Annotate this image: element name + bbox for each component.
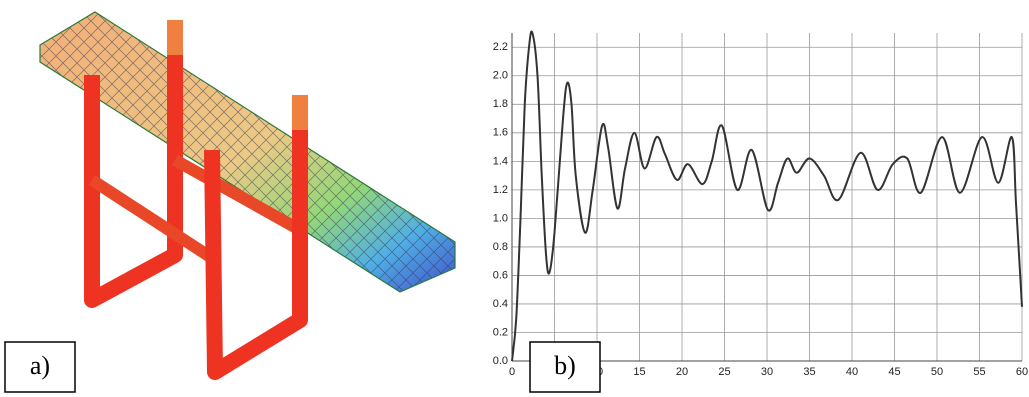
x-tick-label: 55: [973, 366, 985, 378]
x-tick-label: 25: [718, 366, 730, 378]
y-tick-label: 1.4: [493, 155, 508, 167]
canvas: a) 0.0 0.2 0.4 0.6 0.8 1.0 1.2 1.4 1.6 1.8 2.0 2.2 0…: [0, 0, 1029, 397]
y-tick-label: 0.4: [493, 298, 508, 310]
figure: a) 0.0 0.2 0.4 0.6 0.8 1.0 1.2 1.4 1.6 1.8 2.0 2.2 0…: [0, 0, 1029, 397]
y-tick-label: 1.6: [493, 127, 508, 139]
x-tick-label: 45: [888, 366, 900, 378]
x-tick-label: 30: [761, 366, 773, 378]
x-tick-label: 50: [931, 366, 943, 378]
y-tick-label: 0.2: [493, 326, 508, 338]
x-tick-label: 20: [676, 366, 688, 378]
x-tick-label: 35: [803, 366, 815, 378]
y-tick-label: 1.0: [493, 212, 508, 224]
line-chart: 0.00.20.40.60.81.01.21.41.61.82.02.20510…: [493, 32, 1028, 378]
panel-label: a): [30, 351, 50, 380]
x-tick-label: 40: [846, 366, 858, 378]
panel-label: b): [554, 351, 576, 380]
crane-illustration: [40, 12, 455, 372]
y-tick-label: 1.2: [493, 184, 508, 196]
x-tick-label: 60: [1016, 366, 1028, 378]
y-tick-label: 1.8: [493, 98, 508, 110]
y-tick-label: 2.0: [493, 70, 508, 82]
y-tick-label: 0.6: [493, 269, 508, 281]
y-tick-label: 0.0: [493, 355, 508, 367]
y-tick-label: 0.8: [493, 241, 508, 253]
x-tick-label: 15: [633, 366, 645, 378]
x-tick-label: 0: [509, 366, 515, 378]
y-tick-label: 2.2: [493, 41, 508, 53]
